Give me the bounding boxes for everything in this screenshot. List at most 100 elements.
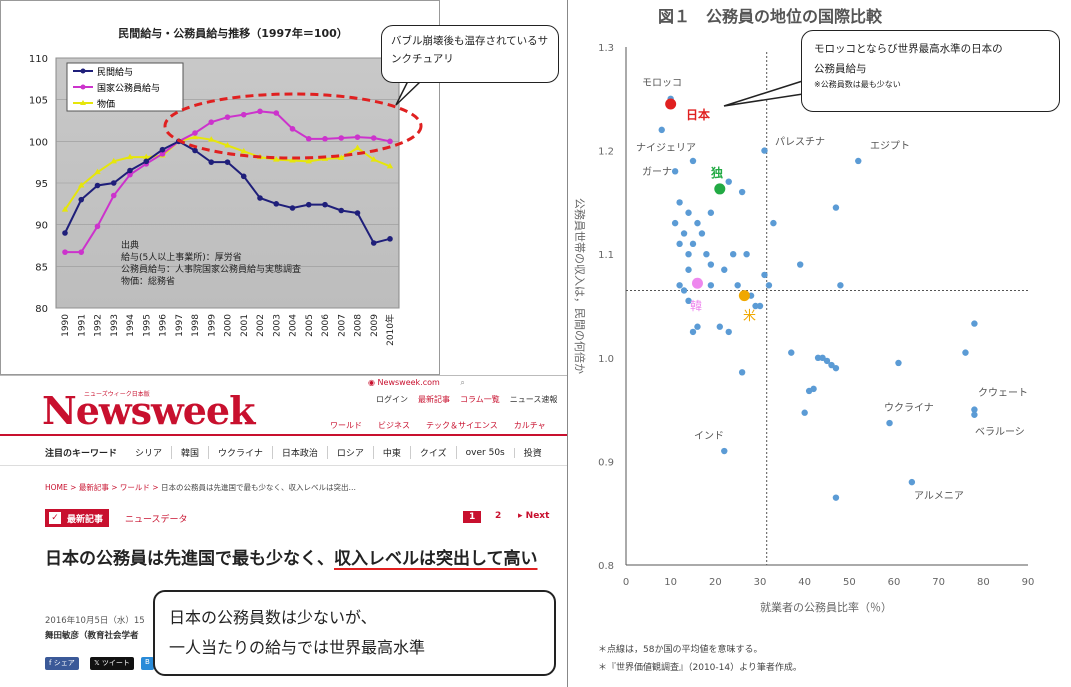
facebook-icon: f [49, 659, 54, 667]
data-point [62, 249, 68, 255]
next-page[interactable]: ▸ Next [518, 511, 550, 521]
x-tick-label: 1997 [175, 314, 185, 337]
page-1[interactable]: 1 [463, 511, 482, 523]
salary-trend-svg: 民間給与・公務員給与推移（1997年＝100） 110 105 100 95 90 85 8… [29, 26, 423, 346]
country-point [962, 349, 969, 356]
newsweek-logo[interactable]: Newsweek [42, 388, 255, 433]
callout-note: ※公務員数は最も少ない [814, 80, 901, 89]
country-point [819, 354, 826, 361]
keyword-link[interactable]: 中東 [374, 446, 411, 459]
y-tick-label: 105 [29, 96, 48, 107]
hatena-share-button[interactable]: B [141, 657, 154, 670]
keyword-link[interactable]: ロシア [328, 446, 374, 459]
country-point [685, 297, 692, 305]
data-point [370, 135, 377, 141]
country-point [908, 478, 916, 486]
page-2[interactable]: 2 [495, 511, 502, 521]
data-point [224, 142, 231, 148]
data-point [305, 157, 312, 164]
keyword-link[interactable]: 投資 [523, 449, 542, 459]
latest-link[interactable]: 最新記事 [418, 395, 450, 404]
data-point [354, 144, 361, 150]
search-icon[interactable]: ⌕ [460, 378, 465, 387]
x-tick-label: 10 [664, 577, 677, 588]
callout-text: 公務員給与 [814, 63, 867, 75]
nav-business[interactable]: ビジネス [378, 421, 410, 430]
globe-icon: ◉ [368, 378, 378, 387]
label-egypt: エジプト [870, 140, 910, 152]
x-tick-label: 2004 [289, 314, 299, 337]
site-link[interactable]: ◉ Newsweek.com ⌕ [368, 378, 465, 387]
keyword-link[interactable]: シリア [126, 446, 173, 459]
article-author[interactable]: 舞田敏彦（教育社会学者 [45, 631, 139, 641]
nav-culture[interactable]: カルチャ [513, 421, 546, 430]
label-korea: 韓 [690, 299, 702, 313]
x-tick-label: 1993 [110, 314, 120, 337]
keyword-link[interactable]: 日本政治 [273, 446, 328, 459]
country-point [765, 282, 773, 289]
country-point [658, 126, 665, 134]
x-tick-label: 90 [1022, 577, 1035, 588]
callout-text: 一人当たりの給与では世界最高水準 [169, 638, 426, 657]
news-data-tag[interactable]: ニュースデータ [125, 515, 188, 525]
note-line: ＊『世界価値観調査』（2010-14）より筆者作成。 [598, 661, 802, 673]
crumb-latest[interactable]: 最新記事 [78, 483, 109, 492]
data-point [370, 156, 377, 162]
label-belarus: ベラルーシ [975, 426, 1025, 438]
nav-tech[interactable]: テック＆サイエンス [426, 421, 498, 430]
x-tick-label: 2002 [256, 314, 266, 337]
nav-world[interactable]: ワールド [330, 421, 362, 430]
data-point [322, 201, 328, 208]
x-tick-label: 2000 [224, 314, 234, 337]
keyword-link[interactable]: クイズ [411, 446, 457, 459]
scatter-chart: 図１ 公務員の地位の国際比較 1.3 1.2 1.1 1.0 0.9 0.8 0 10 20 3… [567, 0, 1071, 687]
x-tick-label: 2006 [321, 314, 331, 337]
facebook-share-button[interactable]: f シェア [45, 657, 79, 670]
data-point [143, 158, 150, 165]
data-point [94, 182, 101, 189]
columns-link[interactable]: コラム一覧 [460, 395, 500, 404]
legend-public: 国家公務員給与 [97, 82, 160, 94]
country-point [814, 354, 822, 361]
login-link[interactable]: ログイン [376, 395, 408, 404]
x-tick-label: 1995 [142, 314, 152, 337]
data-point [354, 134, 361, 140]
breaking-link[interactable]: ニュース速報 [509, 395, 558, 404]
country-point [810, 385, 817, 393]
crumb-home[interactable]: HOME [45, 483, 68, 492]
main-nav: ワールド ビジネス テック＆サイエンス カルチャ [330, 420, 546, 431]
country-point [689, 240, 697, 248]
data-point [61, 206, 69, 212]
x-tick-label: 1990 [61, 314, 71, 337]
data-point [354, 210, 361, 216]
x-tick-label: 20 [709, 577, 722, 588]
data-point [305, 136, 312, 142]
country-point [971, 320, 978, 327]
x-tick-label: 50 [843, 577, 856, 588]
country-point [698, 230, 706, 237]
x-tick-label: 1998 [191, 314, 201, 337]
checkbox-icon: ✓ [49, 512, 61, 524]
country-point [738, 188, 746, 196]
crumb-world[interactable]: ワールド [119, 483, 150, 492]
country-point [685, 251, 692, 258]
country-point [823, 357, 831, 365]
x-tick-label: 1999 [207, 314, 217, 337]
country-point [895, 359, 902, 367]
keyword-link[interactable]: 韓国 [172, 446, 210, 459]
country-point [738, 369, 746, 376]
label-japan: 日本 [686, 107, 710, 122]
source-line: 給与(5人以上事業所)：厚労省 [121, 251, 242, 263]
twitter-share-button[interactable]: 𝕏 ツイート [90, 657, 134, 670]
keyword-link[interactable]: over 50s [457, 447, 515, 458]
latest-tag[interactable]: ✓ 最新記事 [45, 509, 110, 527]
crumb-current: 日本の公務員は先進国で最も少なく、収入レベルは突出… [160, 483, 356, 492]
keyword-link[interactable]: ウクライナ [209, 446, 273, 459]
country-point [694, 219, 701, 227]
data-point [192, 147, 198, 154]
country-point [770, 219, 777, 227]
country-point [756, 302, 764, 310]
data-point [208, 159, 215, 165]
country-point [685, 209, 692, 216]
country-point [671, 168, 679, 175]
